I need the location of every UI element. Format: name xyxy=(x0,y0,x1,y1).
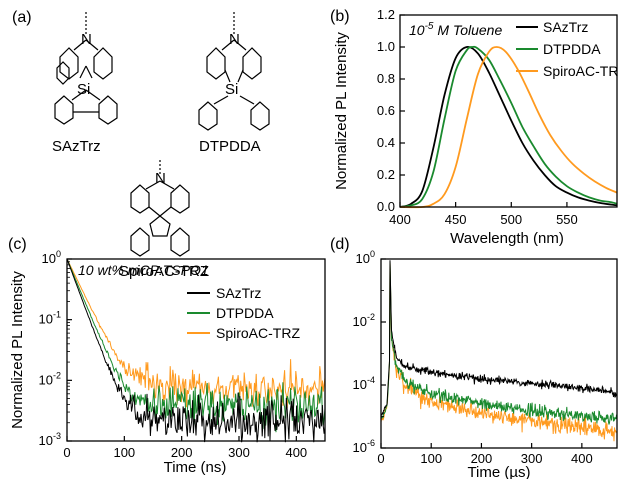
chart-c-ytick-label: 10-1 xyxy=(39,310,61,327)
chart-d-ytick-label: 100 xyxy=(356,249,375,266)
chart-d-xtick-label: 400 xyxy=(571,451,593,466)
chart-b-xtick-label: 400 xyxy=(389,212,411,227)
dtpdda-n-atom: N xyxy=(229,31,240,48)
chart-b-legend-label: DTPDDA xyxy=(543,41,601,57)
chart-b-legend-label: SpiroAC-TRZ xyxy=(543,63,618,79)
chart-c-annotation: 10 wt% mCP:TSPO1 xyxy=(78,262,209,278)
panel-c-label: (c) xyxy=(8,236,27,253)
chart-d-ytick-label: 10-2 xyxy=(353,312,375,329)
chart-c-xtick-label: 200 xyxy=(171,445,193,460)
molecule-dtpdda xyxy=(198,12,270,131)
chart-b-xlabel: Wavelength (nm) xyxy=(450,230,564,247)
molecule-sazTrz xyxy=(54,12,118,125)
chart-c-ytick-base: 10 xyxy=(42,251,56,266)
chart-d-xtick-label: 100 xyxy=(420,451,442,466)
chart-c-xtick-label: 100 xyxy=(113,445,135,460)
chart-d-series xyxy=(380,260,618,442)
chart-d-xtick-label: 200 xyxy=(471,451,493,466)
spiroac-trz-n-atom: N xyxy=(155,170,166,187)
sazTrz-si-atom: Si xyxy=(77,81,90,98)
chart-d-ytick-base: 10 xyxy=(353,377,367,392)
chart-c-legend-label: SpiroAC-TRZ xyxy=(216,325,300,341)
chart-b-ytick-label: 1.0 xyxy=(377,39,395,54)
chart-c-ytick-label: 10-3 xyxy=(39,431,61,448)
chart-d-ytick-exp: -6 xyxy=(367,438,375,448)
chart-b: 400 450 500 550 0.0 0.2 0.4 0.6 0.8 1.0 1.2 Wavele… xyxy=(333,7,618,247)
chart-c-series-0 xyxy=(66,258,326,443)
chart-c-ytick-label: 10-2 xyxy=(39,370,61,387)
chart-b-ylabel: Normalized PL Intensity xyxy=(333,32,350,190)
chart-b-legend: SAzTrz DTPDDA SpiroAC-TRZ xyxy=(516,19,618,79)
chart-c-frame xyxy=(66,258,326,442)
chart-b-legend-label: SAzTrz xyxy=(543,19,588,35)
chart-d-ytick-exp: -2 xyxy=(367,312,375,322)
chart-c-ytick-exp: -3 xyxy=(53,431,61,441)
chart-d-ytick-label: 10-6 xyxy=(353,438,375,455)
sazTrz-name: SAzTrz xyxy=(52,138,101,155)
chart-c-ytick-base: 10 xyxy=(39,372,53,387)
panel-b-label: (b) xyxy=(330,8,350,25)
chart-c-series xyxy=(66,258,326,443)
chart-c-ylabel: Normalized PL Intensity xyxy=(9,271,26,429)
chart-b-ytick-label: 0.0 xyxy=(377,199,395,214)
chart-b-ytick-label: 1.2 xyxy=(377,7,395,22)
chart-d-series-1 xyxy=(380,261,618,425)
chart-d-ytick-base: 10 xyxy=(353,314,367,329)
chart-c-xtick-label: 0 xyxy=(63,445,70,460)
chart-d-ytick-label: 10-4 xyxy=(353,375,375,392)
chart-b-xtick-label: 500 xyxy=(500,212,522,227)
chart-b-series-1 xyxy=(399,45,618,208)
chart-b-ytick-label: 0.6 xyxy=(377,103,395,118)
chart-c-ytick-label: 100 xyxy=(42,249,61,266)
chart-d-ytick-exp: 0 xyxy=(370,249,375,259)
chart-d-xlabel: Time (µs) xyxy=(467,464,530,479)
chart-d-series-0 xyxy=(380,260,618,417)
chart-b-ytick-label: 0.4 xyxy=(377,135,395,150)
spiroac-trz-name: SpiroAC-TRZ xyxy=(119,263,209,280)
chart-d-series-2 xyxy=(380,261,618,442)
chart-b-series-0 xyxy=(399,45,618,208)
chart-c-legend-label: SAzTrz xyxy=(216,285,261,301)
chart-c-xlabel: Time (ns) xyxy=(164,459,227,476)
chart-c-legend-label: DTPDDA xyxy=(216,305,274,321)
chart-c-xtick-label: 300 xyxy=(228,445,250,460)
chart-b-ytick-label: 0.8 xyxy=(377,71,395,86)
chart-b-xtick-label: 550 xyxy=(556,212,578,227)
chart-d-ytick-base: 10 xyxy=(356,251,370,266)
chart-c-ytick-exp: -1 xyxy=(53,310,61,320)
chart-b-series xyxy=(399,45,618,209)
chart-d-ytick-exp: -4 xyxy=(367,375,375,385)
sazTrz-n-atom: N xyxy=(81,31,92,48)
dtpdda-name: DTPDDA xyxy=(199,138,261,155)
chart-d-xtick-label: 0 xyxy=(377,451,384,466)
chart-c-legend: SAzTrz DTPDDA SpiroAC-TRZ xyxy=(187,285,300,341)
chart-c-ytick-base: 10 xyxy=(39,433,53,448)
chart-c-series-1 xyxy=(66,258,326,433)
chart-d-ytick-base: 10 xyxy=(353,440,367,455)
chart-b-series-2 xyxy=(399,46,618,209)
panel-d-label: (d) xyxy=(330,236,350,253)
chart-d-xtick-label: 300 xyxy=(521,451,543,466)
chart-c-ytick-exp: -2 xyxy=(53,370,61,380)
chart-c-series-2 xyxy=(66,258,326,409)
chart-c-ytick-exp: 0 xyxy=(56,249,61,259)
panel-a-label: (a) xyxy=(12,9,32,26)
chart-b-ytick-label: 0.2 xyxy=(377,167,395,182)
chart-b-annotation: 10-5 M Toluene xyxy=(409,21,502,38)
chart-c-ytick-base: 10 xyxy=(39,312,53,327)
dtpdda-si-atom: Si xyxy=(225,81,238,98)
molecule-spiroac-trz xyxy=(130,160,190,257)
chart-b-xtick-label: 450 xyxy=(445,212,467,227)
chart-c-xtick-label: 400 xyxy=(285,445,307,460)
